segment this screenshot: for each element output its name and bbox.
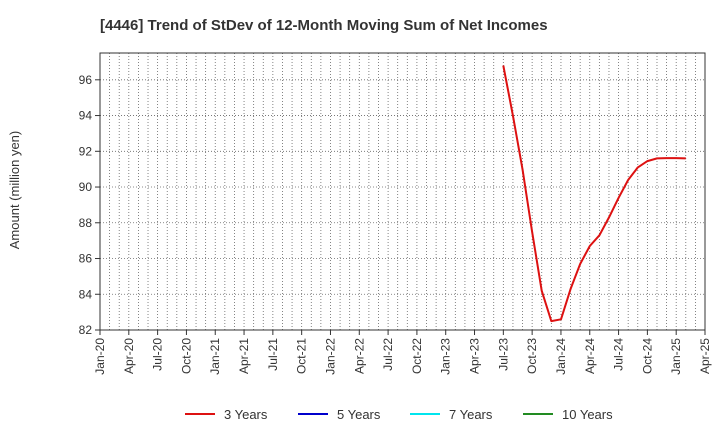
chart-title: [4446] Trend of StDev of 12-Month Moving… [100,17,548,34]
x-tick-label: Apr-24 [583,338,597,374]
x-tick-label: Jan-21 [208,338,222,375]
x-tick-label: Jul-21 [266,338,280,371]
x-tick-label: Jan-24 [554,338,568,375]
legend-label: 5 Years [337,407,381,422]
x-tick-label: Jul-23 [496,338,510,371]
x-tick-label: Jan-23 [439,338,453,375]
series-line-3-years [502,65,686,323]
y-tick-label: 82 [79,323,93,337]
y-tick-label: 92 [79,144,93,158]
plot-area [99,52,706,331]
x-tick-label: Oct-22 [410,338,424,374]
y-tick-label: 96 [79,73,93,87]
legend-label: 7 Years [449,407,493,422]
x-tick-label: Apr-23 [468,338,482,374]
legend-label: 3 Years [224,407,268,422]
y-axis-ticks: 82 84 86 88 90 92 94 96 [79,73,100,337]
x-tick-label: Apr-20 [122,338,136,374]
x-tick-label: Jul-22 [381,338,395,371]
y-tick-label: 86 [79,252,93,266]
y-tick-label: 90 [79,180,93,194]
x-tick-label: Oct-20 [179,338,193,374]
series-lines [502,65,686,323]
x-tick-label: Jul-24 [612,338,626,371]
legend: 3 Years 5 Years 7 Years 10 Years [185,407,613,422]
y-axis-label: Amount (million yen) [7,131,22,250]
legend-label: 10 Years [562,407,613,422]
x-tick-label: Jan-25 [669,338,683,375]
x-tick-label: Apr-22 [352,338,366,374]
x-tick-label: Apr-25 [698,338,712,374]
gridlines [100,53,705,330]
x-tick-label: Oct-24 [640,338,654,374]
x-tick-label: Apr-21 [237,338,251,374]
x-tick-label: Jul-20 [151,338,165,371]
x-tick-label: Oct-21 [295,338,309,374]
x-tick-label: Jan-20 [93,338,107,375]
x-tick-label: Jan-22 [323,338,337,375]
y-tick-label: 94 [79,109,93,123]
x-tick-label: Oct-23 [525,338,539,374]
y-tick-label: 84 [79,287,93,301]
x-axis-ticks: Jan-20 Apr-20 Jul-20 Oct-20 Jan-21 Apr-21 Jul-… [93,330,712,375]
y-tick-label: 88 [79,216,93,230]
